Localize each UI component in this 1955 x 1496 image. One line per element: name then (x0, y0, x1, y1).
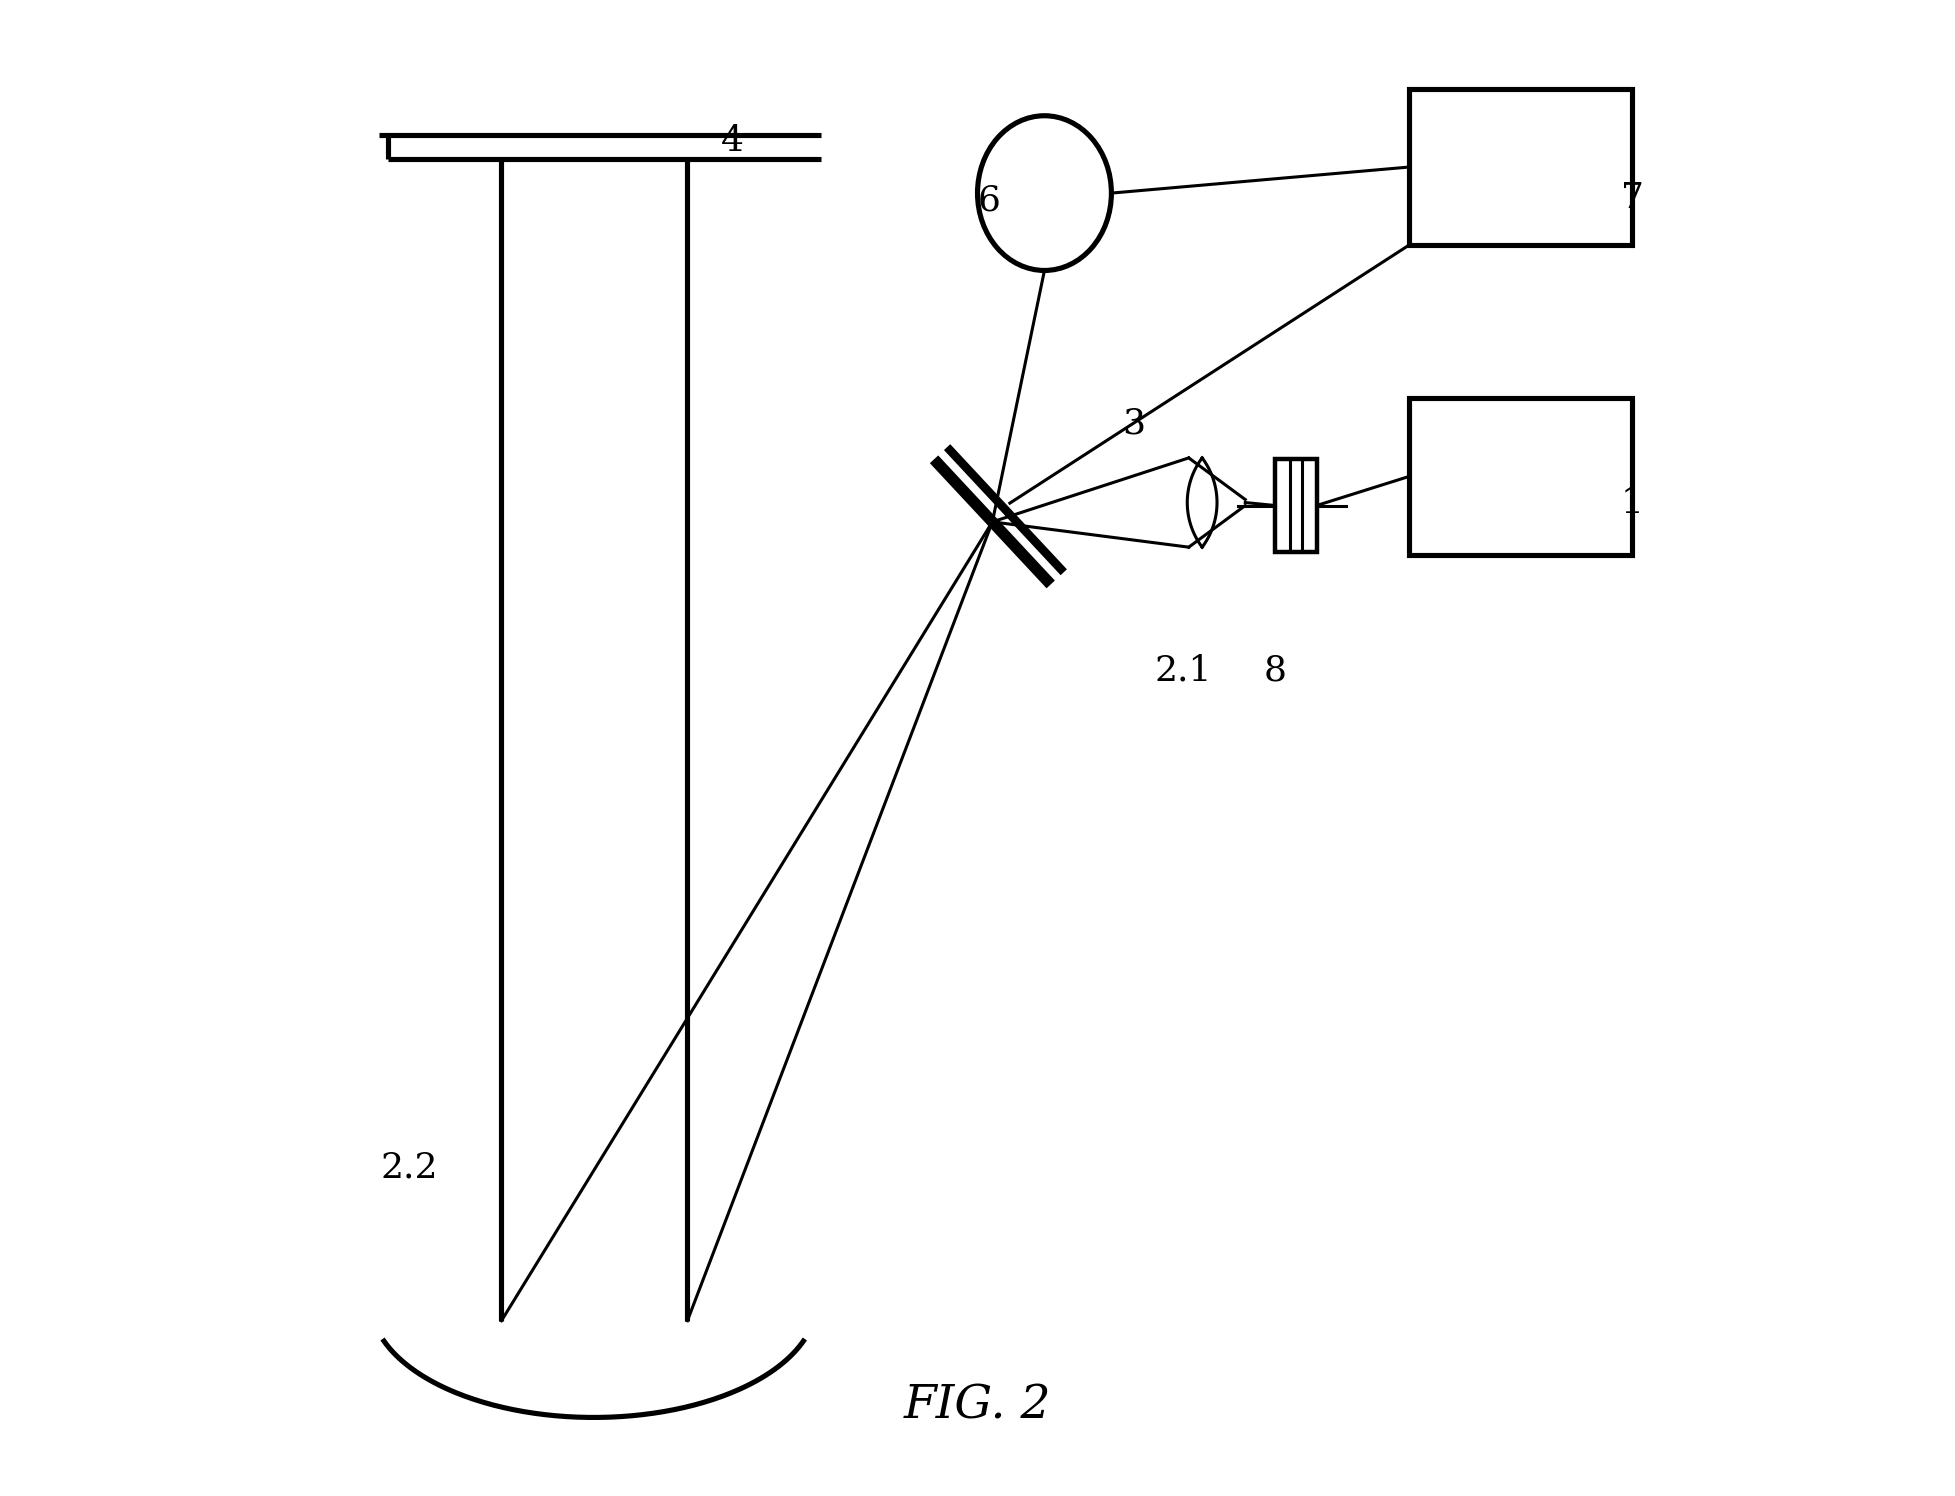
Text: 3: 3 (1122, 407, 1146, 441)
Text: 1: 1 (1621, 486, 1644, 519)
Bar (1275, 459, 1316, 552)
Text: 8: 8 (1263, 654, 1286, 688)
Text: 7: 7 (1621, 181, 1644, 214)
Text: FIG. 2: FIG. 2 (903, 1382, 1052, 1429)
Text: 6: 6 (978, 184, 1001, 217)
Text: 2.2: 2.2 (381, 1150, 438, 1185)
Text: 4: 4 (721, 124, 743, 159)
Text: 2.1: 2.1 (1153, 654, 1212, 688)
Bar (1410, 398, 1632, 555)
Bar (1410, 88, 1632, 245)
